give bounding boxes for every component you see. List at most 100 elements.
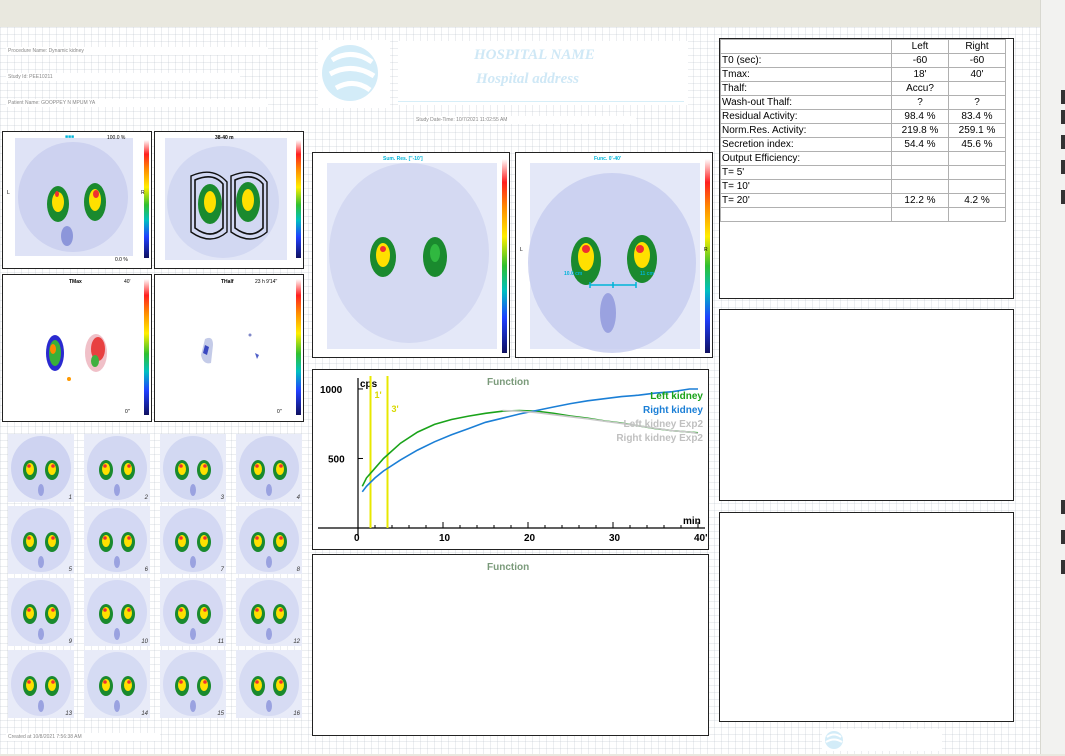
thalf-panel[interactable]: THalf 23 h 9'14'' 0'' bbox=[154, 274, 304, 422]
results-row: Thalf: Accu? bbox=[720, 81, 1006, 96]
results-row: T= 10' bbox=[720, 179, 1006, 194]
x-tick-label: 10 bbox=[439, 533, 451, 544]
hospital-address: Hospital address bbox=[476, 71, 579, 87]
sum-res-title: Sum. Res. [''-10'] bbox=[383, 156, 423, 162]
series-line bbox=[361, 388, 698, 493]
strip-marker bbox=[1061, 135, 1065, 149]
created-at: Created at 10/8/2021 7:56:38 AM bbox=[6, 733, 160, 741]
frame-thumbnail[interactable]: 13 bbox=[8, 650, 74, 718]
frame-thumbnail[interactable]: 12 bbox=[236, 578, 302, 646]
strip-marker bbox=[1061, 190, 1065, 204]
scale-max: 100.0 % bbox=[107, 135, 126, 141]
function-panel-2[interactable]: Function bbox=[312, 554, 709, 736]
procedure-name: Procedure Name: Dynamic kidney bbox=[6, 47, 268, 55]
results-cell: T= 5' bbox=[720, 165, 892, 180]
frame-thumbnail[interactable]: 5 bbox=[8, 506, 74, 574]
frame-number: 12 bbox=[293, 639, 300, 645]
results-cell: -60 bbox=[891, 53, 949, 68]
strip-marker bbox=[1061, 90, 1065, 104]
results-cell: 83.4 % bbox=[948, 109, 1006, 124]
frame-thumbnail[interactable]: 15 bbox=[160, 650, 226, 718]
results-cell: 98.4 % bbox=[891, 109, 949, 124]
results-cell: Residual Activity: bbox=[720, 109, 892, 124]
results-row: Secretion index: 54.4 % 45.6 % bbox=[720, 137, 1006, 152]
results-table: Left Right T0 (sec): -60 -60 Tmax: 18' 40' Thalf… bbox=[720, 39, 1006, 222]
footer-logo bbox=[822, 729, 942, 751]
x-tick-label: 40' bbox=[694, 533, 708, 544]
results-cell: ? bbox=[891, 95, 949, 110]
function-chart: 0 10 20 30 40' 500 1000 cps min 1' 3' bbox=[318, 376, 708, 544]
results-header: Left bbox=[891, 39, 949, 54]
empty-panel-2 bbox=[719, 512, 1014, 722]
function-chart-panel[interactable]: 0 10 20 30 40' 500 1000 cps min 1' 3' Function Lef… bbox=[312, 369, 709, 550]
tmax-value: 40' bbox=[124, 279, 131, 285]
results-cell bbox=[948, 165, 1006, 180]
results-cell: 4.2 % bbox=[948, 193, 1006, 208]
results-cell bbox=[891, 151, 949, 166]
legend-right-kidney-exp2: Right kidney Exp2 bbox=[616, 433, 703, 444]
frame-thumbnail[interactable]: 3 bbox=[160, 434, 226, 502]
roi-title: 38-40 m bbox=[215, 135, 234, 141]
results-cell bbox=[720, 207, 892, 222]
study-id: Study Id: PEE10211 bbox=[6, 73, 240, 81]
function-2-title: Function bbox=[487, 562, 530, 573]
empty-panel-1 bbox=[719, 309, 1014, 501]
results-row: T= 20' 12.2 % 4.2 % bbox=[720, 193, 1006, 208]
report-sheet: Procedure Name: Dynamic kidney Study Id:… bbox=[0, 27, 1040, 754]
results-cell: Wash-out Thalf: bbox=[720, 95, 892, 110]
x-axis-label: min bbox=[683, 516, 701, 527]
left-marker: L bbox=[520, 247, 523, 253]
frame-number: 4 bbox=[296, 495, 300, 501]
results-cell bbox=[948, 179, 1006, 194]
frame-number: 14 bbox=[141, 711, 148, 717]
results-cell: 40' bbox=[948, 67, 1006, 82]
right-marker: R bbox=[704, 247, 708, 253]
frame-thumbnail[interactable]: 2 bbox=[84, 434, 150, 502]
tmax-title: TMax bbox=[69, 279, 82, 285]
hospital-logo bbox=[318, 40, 390, 108]
frame-thumbnail[interactable]: 6 bbox=[84, 506, 150, 574]
results-cell: Thalf: bbox=[720, 81, 892, 96]
legend-right-kidney: Right kidney bbox=[642, 405, 703, 416]
sum-res-panel[interactable]: Sum. Res. [''-10'] bbox=[312, 152, 510, 358]
frame-thumbnail[interactable]: 4 bbox=[236, 434, 302, 502]
y-tick-label: 1000 bbox=[320, 385, 343, 396]
frame-number: 9 bbox=[68, 639, 72, 645]
time-marker-label: 1' bbox=[375, 390, 382, 400]
series-line bbox=[502, 409, 699, 435]
scale-min: 0.0 % bbox=[115, 257, 128, 263]
roi-image-panel[interactable]: 38-40 m bbox=[154, 131, 304, 269]
y-axis-label: cps bbox=[360, 379, 378, 390]
results-header bbox=[720, 39, 892, 54]
sum-image-panel[interactable]: ■■■ 100.0 % 0.0 % L R bbox=[2, 131, 152, 269]
thalf-value: 23 h 9'14'' bbox=[255, 279, 278, 285]
results-row: T= 5' bbox=[720, 165, 1006, 180]
frame-thumbnail[interactable]: 1 bbox=[8, 434, 74, 502]
results-cell bbox=[891, 165, 949, 180]
tmax-panel[interactable]: TMax 40' 0'' bbox=[2, 274, 152, 422]
results-cell: T0 (sec): bbox=[720, 53, 892, 68]
frame-thumbnail[interactable]: 7 bbox=[160, 506, 226, 574]
results-cell: 12.2 % bbox=[891, 193, 949, 208]
results-cell: 45.6 % bbox=[948, 137, 1006, 152]
frame-thumbnail[interactable]: 11 bbox=[160, 578, 226, 646]
strip-marker bbox=[1061, 530, 1065, 544]
frame-thumbnail[interactable]: 10 bbox=[84, 578, 150, 646]
thalf-title: THalf bbox=[221, 279, 234, 285]
color-scale bbox=[502, 159, 507, 353]
frame-thumbnail[interactable]: 9 bbox=[8, 578, 74, 646]
hospital-banner: HOSPITAL NAME Hospital address bbox=[398, 41, 688, 105]
func-panel[interactable]: Func. 0'-40' 10.0 cm 11 cm L R bbox=[515, 152, 713, 358]
strip-marker bbox=[1061, 500, 1065, 514]
func-title: Func. 0'-40' bbox=[594, 156, 622, 162]
results-cell: -60 bbox=[948, 53, 1006, 68]
frame-thumbnail[interactable]: 16 bbox=[236, 650, 302, 718]
frame-number: 2 bbox=[144, 495, 148, 501]
sum-header: ■■■ bbox=[65, 134, 75, 140]
frame-thumbnail[interactable]: 14 bbox=[84, 650, 150, 718]
y-tick-label: 500 bbox=[328, 454, 345, 465]
frame-number: 10 bbox=[141, 639, 148, 645]
right-strip bbox=[1040, 0, 1065, 754]
frame-thumbnail[interactable]: 8 bbox=[236, 506, 302, 574]
hospital-name: HOSPITAL NAME bbox=[474, 47, 595, 63]
